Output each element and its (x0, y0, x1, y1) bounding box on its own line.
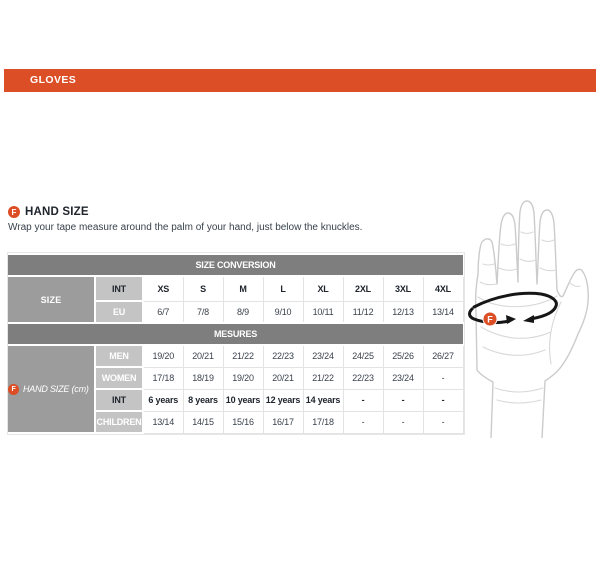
measure-cell: 19/20 (143, 345, 184, 368)
measure-cell: 8 years (183, 389, 224, 412)
size-cell: 8/9 (223, 301, 264, 324)
mesures-header: MESURES (8, 322, 464, 346)
measure-cell: 18/19 (183, 367, 224, 390)
size-cell: 12/13 (383, 301, 424, 324)
measure-cell: - (343, 389, 384, 412)
measure-cell: 22/23 (263, 345, 304, 368)
measure-cell: 22/23 (343, 367, 384, 390)
size-cell: XS (143, 276, 184, 302)
table-row: WOMEN 17/18 18/19 19/20 20/21 21/22 22/2… (8, 367, 464, 390)
measure-cell: 23/24 (303, 345, 344, 368)
measure-cell: - (343, 411, 384, 434)
tape-arrowheads (506, 315, 534, 324)
row-label-int-years: INT (95, 389, 144, 412)
measure-cell: 6 years (143, 389, 184, 412)
size-cell: 2XL (343, 276, 384, 302)
measure-cell: 15/16 (223, 411, 264, 434)
table-row: EU 6/7 7/8 8/9 9/10 10/11 11/12 12/13 13… (8, 301, 464, 324)
size-cell: 4XL (423, 276, 464, 302)
f-marker-icon: F (8, 206, 20, 218)
row-label-men: MEN (95, 345, 144, 368)
hand-size-heading: HAND SIZE (25, 206, 89, 218)
table-row: CHILDREN 13/14 14/15 15/16 16/17 17/18 -… (8, 411, 464, 434)
row-label-int: INT (95, 276, 144, 302)
row-label-children: CHILDREN (95, 411, 144, 434)
measure-cell: - (383, 411, 424, 434)
size-cell: 13/14 (423, 301, 464, 324)
hand-size-section: F HAND SIZE Wrap your tape measure aroun… (8, 206, 448, 233)
measure-cell: - (423, 411, 464, 434)
measure-cell: 20/21 (263, 367, 304, 390)
size-conversion-header: SIZE CONVERSION (8, 253, 464, 277)
size-cell: 11/12 (343, 301, 384, 324)
f-marker-icon: F (487, 315, 493, 325)
measure-cell: - (423, 389, 464, 412)
table-row: F HAND SIZE (cm) MEN 19/20 20/21 21/22 2… (8, 345, 464, 434)
size-cell: 3XL (383, 276, 424, 302)
measure-cell: - (423, 367, 464, 390)
hand-crease-lines (477, 231, 581, 404)
f-marker-icon: F (8, 383, 19, 395)
gloves-title-label: GLOVES (30, 74, 77, 86)
measure-cell: 16/17 (263, 411, 304, 434)
gloves-title-bar: GLOVES (4, 69, 596, 92)
hand-size-marker: F (482, 311, 498, 327)
measure-cell: 21/22 (223, 345, 264, 368)
measure-cell: 20/21 (183, 345, 224, 368)
measure-cell: 21/22 (303, 367, 344, 390)
size-cell: 9/10 (263, 301, 304, 324)
size-chart-table: SIZE CONVERSION SIZE INT XS S M L XL 2XL… (7, 252, 465, 435)
measure-cell: 14/15 (183, 411, 224, 434)
hand-size-group-label: F HAND SIZE (cm) (8, 345, 96, 434)
hand-measure-diagram: F (468, 200, 589, 438)
measure-cell: 10 years (223, 389, 264, 412)
hand-size-description: Wrap your tape measure around the palm o… (8, 222, 363, 233)
measure-cell: 17/18 (143, 367, 184, 390)
measure-cell: 23/24 (383, 367, 424, 390)
table-row: SIZE INT XS S M L XL 2XL 3XL 4XL (8, 276, 464, 324)
table-row: MESURES (8, 322, 464, 346)
measure-cell: 24/25 (343, 345, 384, 368)
measure-cell: 12 years (263, 389, 304, 412)
size-group-label: SIZE (8, 276, 96, 324)
size-cell: XL (303, 276, 344, 302)
table-row: INT 6 years 8 years 10 years 12 years 14… (8, 389, 464, 412)
size-cell: 7/8 (183, 301, 224, 324)
hand-illustration: F (463, 192, 599, 438)
row-label-women: WOMEN (95, 367, 144, 390)
hand-size-heading-row: F HAND SIZE (8, 206, 448, 218)
measure-cell: 25/26 (383, 345, 424, 368)
hand-size-group-label-text: HAND SIZE (cm) (23, 384, 89, 394)
measure-cell: - (383, 389, 424, 412)
measure-cell: 19/20 (223, 367, 264, 390)
size-cell: M (223, 276, 264, 302)
size-cell: 10/11 (303, 301, 344, 324)
row-label-eu: EU (95, 301, 144, 324)
table-row: SIZE CONVERSION (8, 253, 464, 277)
size-cell: S (183, 276, 224, 302)
size-cell: L (263, 276, 304, 302)
measure-cell: 26/27 (423, 345, 464, 368)
measure-cell: 14 years (303, 389, 344, 412)
size-cell: 6/7 (143, 301, 184, 324)
measure-cell: 13/14 (143, 411, 184, 434)
measure-cell: 17/18 (303, 411, 344, 434)
